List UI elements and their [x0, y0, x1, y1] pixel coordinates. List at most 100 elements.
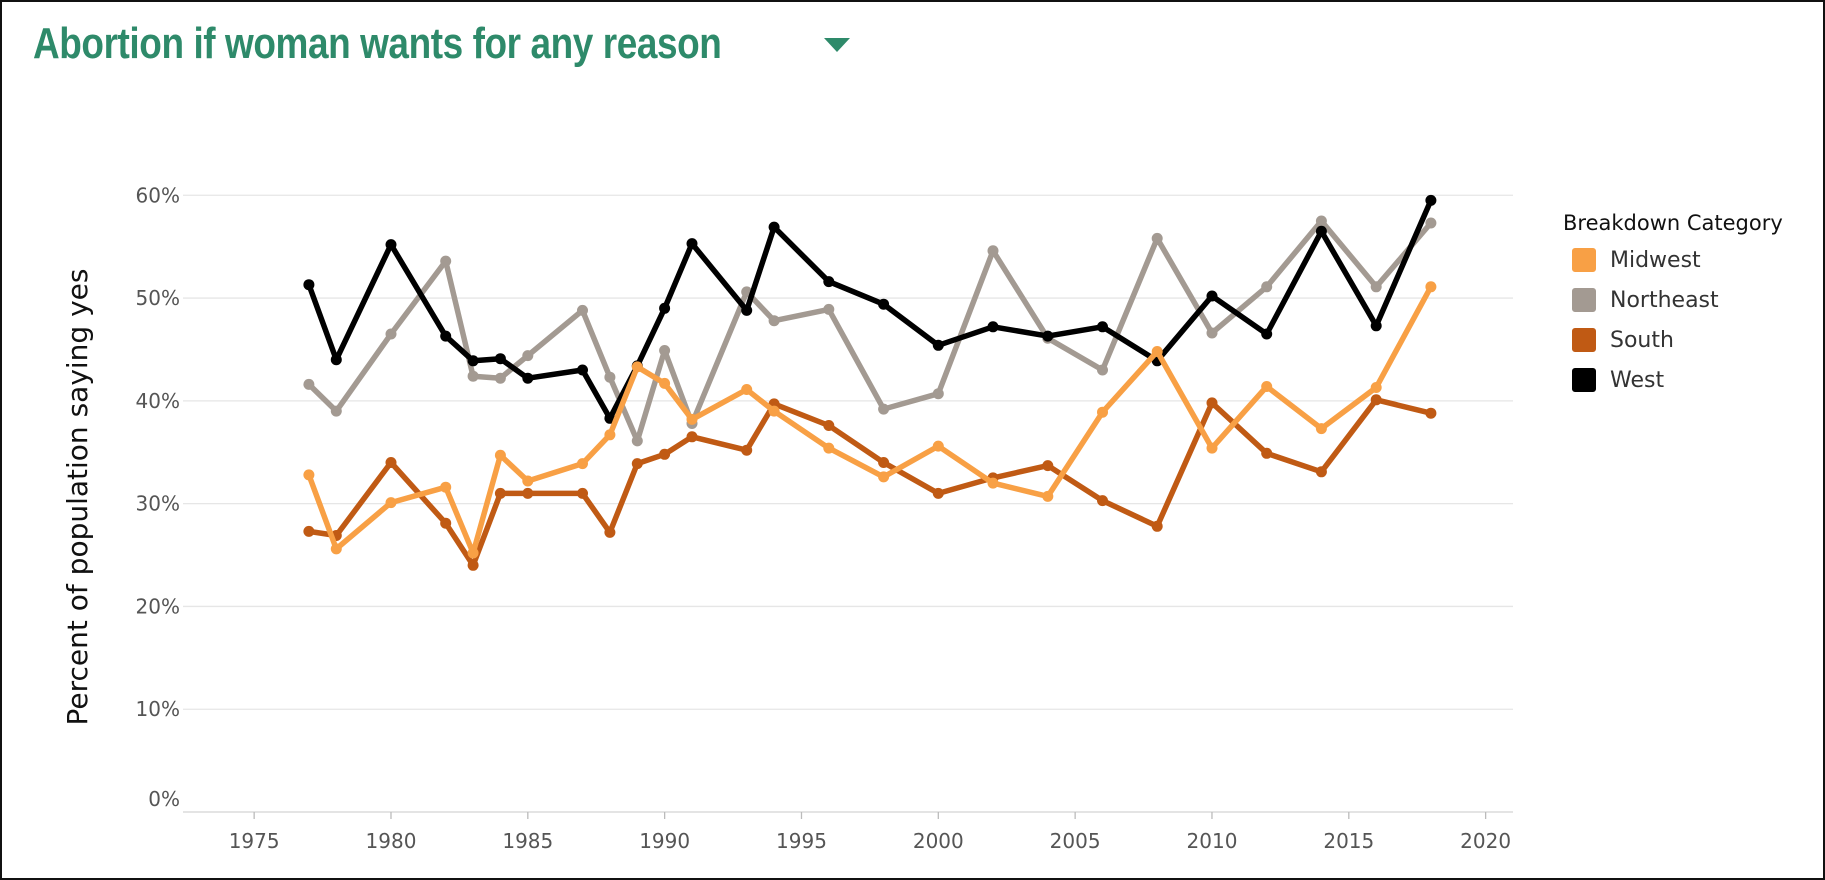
data-point-south[interactable]: [1097, 495, 1108, 507]
data-point-west[interactable]: [1097, 321, 1108, 333]
data-point-midwest[interactable]: [1206, 442, 1218, 454]
data-point-northeast[interactable]: [768, 315, 780, 327]
data-point-west[interactable]: [1315, 225, 1327, 237]
data-point-west[interactable]: [1370, 320, 1382, 332]
data-point-south[interactable]: [1261, 447, 1273, 459]
data-point-south[interactable]: [1370, 394, 1382, 406]
data-point-northeast[interactable]: [987, 245, 999, 257]
data-point-south[interactable]: [522, 487, 534, 499]
data-point-south[interactable]: [494, 487, 506, 499]
data-point-northeast[interactable]: [1097, 364, 1108, 376]
data-point-midwest[interactable]: [440, 481, 452, 493]
data-point-northeast[interactable]: [440, 255, 452, 267]
data-point-west[interactable]: [1206, 290, 1218, 302]
data-point-northeast[interactable]: [577, 304, 588, 316]
data-point-west[interactable]: [494, 353, 506, 365]
data-point-south[interactable]: [823, 420, 835, 431]
data-point-midwest[interactable]: [522, 475, 534, 487]
data-point-south[interactable]: [1425, 407, 1437, 419]
data-point-midwest[interactable]: [768, 405, 780, 417]
data-point-northeast[interactable]: [1151, 232, 1163, 244]
data-point-south[interactable]: [741, 444, 753, 456]
data-point-midwest[interactable]: [604, 429, 616, 441]
data-point-west[interactable]: [659, 302, 671, 314]
data-point-west[interactable]: [823, 276, 835, 288]
data-point-west[interactable]: [1425, 194, 1437, 206]
data-point-northeast[interactable]: [330, 405, 342, 417]
data-point-northeast[interactable]: [385, 328, 397, 340]
data-point-midwest[interactable]: [1370, 382, 1382, 393]
data-point-west[interactable]: [467, 355, 479, 367]
data-point-west[interactable]: [385, 239, 397, 251]
data-point-midwest[interactable]: [330, 543, 342, 555]
data-point-northeast[interactable]: [303, 378, 315, 390]
data-point-midwest[interactable]: [631, 361, 643, 373]
data-point-west[interactable]: [522, 372, 534, 384]
data-point-west[interactable]: [741, 304, 753, 316]
data-point-west[interactable]: [303, 279, 315, 291]
data-point-northeast[interactable]: [1261, 281, 1273, 293]
data-point-south[interactable]: [686, 431, 698, 443]
data-point-midwest[interactable]: [467, 547, 479, 559]
data-point-south[interactable]: [467, 559, 479, 571]
data-point-northeast[interactable]: [522, 350, 534, 362]
data-point-west[interactable]: [440, 330, 452, 342]
data-point-south[interactable]: [303, 525, 315, 537]
legend-item-south[interactable]: South: [1563, 320, 1813, 360]
data-point-south[interactable]: [440, 517, 452, 529]
data-point-south[interactable]: [385, 457, 397, 468]
data-point-south[interactable]: [1206, 397, 1218, 409]
data-point-south[interactable]: [932, 487, 944, 499]
data-point-midwest[interactable]: [1315, 423, 1327, 435]
data-point-west[interactable]: [1042, 330, 1054, 342]
data-point-midwest[interactable]: [494, 449, 506, 461]
legend-item-west[interactable]: West: [1563, 360, 1813, 400]
data-point-south[interactable]: [1151, 520, 1163, 532]
data-point-northeast[interactable]: [1315, 215, 1327, 227]
data-point-midwest[interactable]: [932, 440, 944, 452]
data-point-northeast[interactable]: [604, 371, 616, 383]
data-point-south[interactable]: [878, 457, 890, 468]
data-point-midwest[interactable]: [1151, 346, 1163, 357]
data-point-midwest[interactable]: [741, 384, 753, 395]
data-point-northeast[interactable]: [1206, 327, 1218, 339]
data-point-south[interactable]: [1042, 460, 1054, 472]
data-point-midwest[interactable]: [1261, 381, 1273, 392]
data-point-west[interactable]: [932, 339, 944, 351]
data-point-west[interactable]: [330, 354, 342, 366]
data-point-midwest[interactable]: [878, 471, 890, 483]
data-point-midwest[interactable]: [385, 497, 397, 509]
data-point-midwest[interactable]: [303, 469, 315, 481]
data-point-south[interactable]: [577, 487, 588, 499]
data-point-west[interactable]: [577, 364, 588, 376]
legend-item-northeast[interactable]: Northeast: [1563, 280, 1813, 320]
data-point-northeast[interactable]: [631, 435, 643, 447]
data-point-west[interactable]: [686, 238, 698, 250]
legend-item-midwest[interactable]: Midwest: [1563, 240, 1813, 280]
data-point-midwest[interactable]: [987, 477, 999, 489]
series-line-midwest[interactable]: [306, 284, 1434, 556]
data-point-midwest[interactable]: [659, 377, 671, 389]
data-point-northeast[interactable]: [932, 388, 944, 400]
data-point-south[interactable]: [1315, 466, 1327, 478]
data-point-west[interactable]: [987, 321, 999, 333]
data-point-south[interactable]: [631, 458, 643, 470]
data-point-midwest[interactable]: [1042, 490, 1054, 502]
data-point-midwest[interactable]: [823, 442, 835, 454]
data-point-south[interactable]: [604, 526, 616, 538]
data-point-midwest[interactable]: [1097, 406, 1108, 418]
data-point-northeast[interactable]: [467, 370, 479, 382]
data-point-midwest[interactable]: [1425, 281, 1437, 293]
data-point-northeast[interactable]: [1370, 281, 1382, 293]
data-point-northeast[interactable]: [823, 303, 835, 315]
data-point-west[interactable]: [878, 298, 890, 310]
data-point-west[interactable]: [768, 221, 780, 233]
data-point-northeast[interactable]: [494, 372, 506, 384]
data-point-midwest[interactable]: [577, 458, 588, 470]
data-point-west[interactable]: [1261, 328, 1273, 340]
data-point-northeast[interactable]: [878, 403, 890, 415]
data-point-northeast[interactable]: [1425, 217, 1437, 229]
caret-down-icon[interactable]: [822, 36, 852, 54]
data-point-midwest[interactable]: [686, 413, 698, 425]
data-point-northeast[interactable]: [659, 345, 671, 356]
